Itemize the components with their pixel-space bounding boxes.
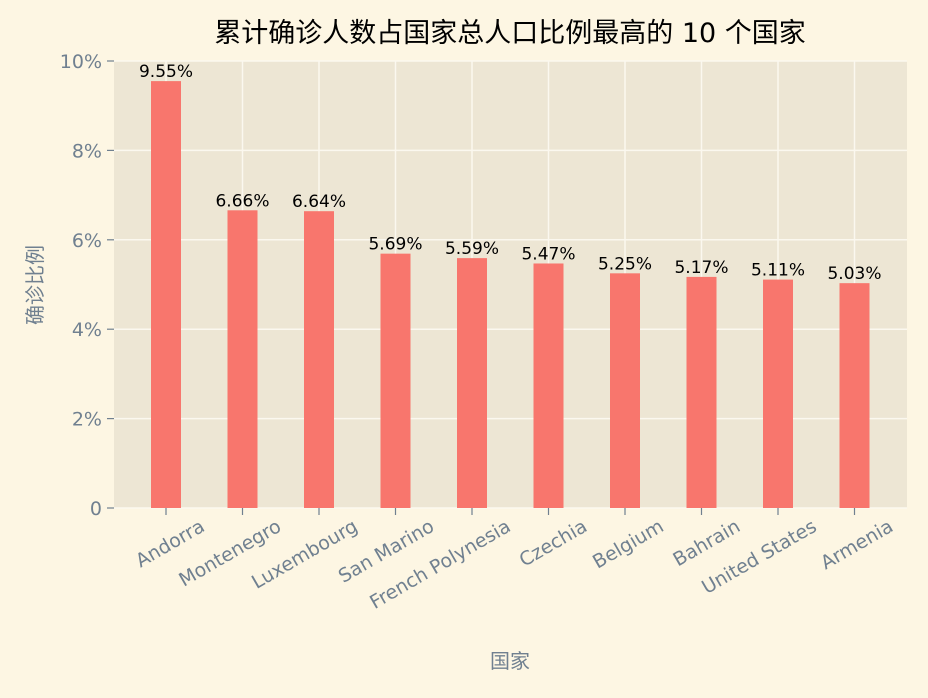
- bar: [457, 258, 487, 508]
- y-tick-label: 2%: [72, 409, 102, 431]
- bar-value-label: 5.11%: [751, 261, 805, 281]
- bar: [610, 273, 640, 508]
- bars: [151, 81, 870, 509]
- bar-value-label: 5.59%: [445, 239, 499, 259]
- bar: [380, 253, 411, 508]
- y-tick-label: 8%: [72, 140, 102, 162]
- data-labels: 9.55% 6.66% 6.64% 5.69% 5.59% 5.47% 5.25% 5.17%…: [139, 62, 882, 284]
- bar: [227, 210, 258, 508]
- bar-value-label: 9.55%: [139, 62, 193, 82]
- y-tick-label: 0: [90, 498, 102, 520]
- bar-value-label: 5.03%: [827, 264, 881, 284]
- bar: [763, 279, 793, 508]
- bar: [839, 283, 870, 508]
- bar: [533, 263, 564, 508]
- bar-value-label: 5.69%: [368, 235, 422, 255]
- y-axis-label: 确诊比例: [23, 245, 47, 325]
- bar: [686, 276, 717, 508]
- bar: [304, 211, 334, 508]
- x-axis-label: 国家: [490, 649, 530, 673]
- y-tick-label: 6%: [72, 230, 102, 252]
- bar-value-label: 6.66%: [215, 191, 269, 211]
- bar-value-label: 6.64%: [292, 192, 346, 212]
- bar-value-label: 5.47%: [521, 244, 575, 264]
- bar-value-label: 5.17%: [674, 258, 728, 278]
- bar: [151, 81, 181, 509]
- y-tick-label: 10%: [60, 51, 102, 73]
- y-tick-label: 4%: [72, 319, 102, 341]
- bar-value-label: 5.25%: [598, 254, 652, 274]
- y-axis-ticks: 0 2% 4% 6% 8% 10%: [60, 51, 114, 520]
- chart-title: 累计确诊人数占国家总人口比例最高的 10 个国家: [214, 18, 806, 49]
